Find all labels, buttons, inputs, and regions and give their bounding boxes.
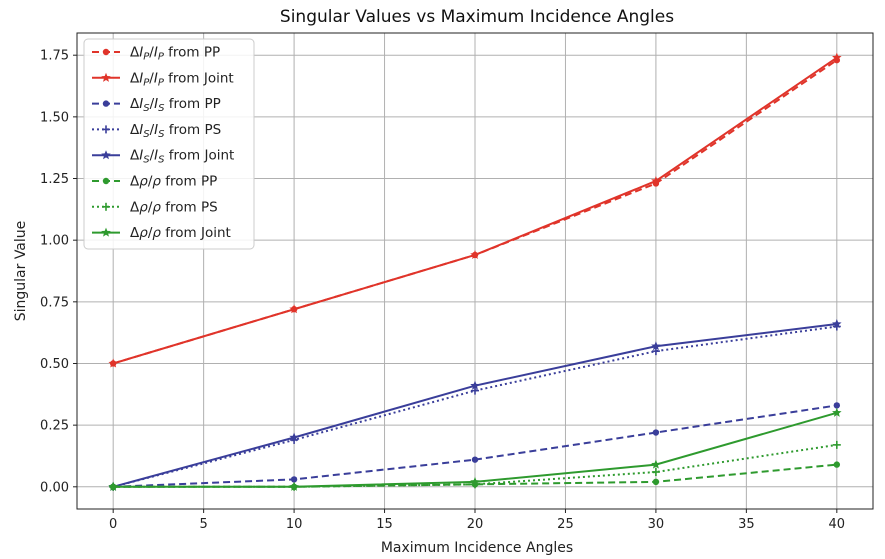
y-tick-label: 0.75 xyxy=(40,295,69,310)
data-point xyxy=(289,432,299,442)
legend-entry: ΔIS/IS from Joint xyxy=(92,148,234,166)
grid-lines xyxy=(77,33,873,509)
data-point xyxy=(833,402,841,409)
data-point xyxy=(471,456,479,463)
data-point xyxy=(289,304,299,314)
chart-title: Singular Values vs Maximum Incidence Ang… xyxy=(280,7,674,27)
legend-entry: ΔIS/IS from PP xyxy=(92,96,221,114)
y-axis-ticks: 0.00 0.25 0.50 0.75 1.00 1.25 1.50 1.75 xyxy=(40,49,77,495)
series-layer xyxy=(108,52,842,491)
x-tick-label: 30 xyxy=(648,517,665,532)
legend-label: ΔIP/IP from PP xyxy=(130,45,220,63)
y-tick-label: 1.25 xyxy=(40,172,69,187)
legend-label: ΔIS/IS from Joint xyxy=(130,148,234,166)
data-point xyxy=(651,341,661,351)
data-point xyxy=(832,440,841,449)
series-line xyxy=(112,325,837,488)
legend-label: ΔIP/IP from Joint xyxy=(130,70,234,88)
legend-marker xyxy=(102,125,110,134)
data-point xyxy=(652,429,660,436)
legend-entry: ΔIP/IP from PP xyxy=(92,45,220,63)
x-tick-label: 40 xyxy=(829,517,846,532)
x-tick-label: 0 xyxy=(109,517,117,532)
legend-marker xyxy=(101,150,111,160)
data-point xyxy=(290,476,298,483)
y-tick-label: 0.50 xyxy=(40,357,69,372)
x-tick-label: 20 xyxy=(467,517,484,532)
y-tick-label: 1.00 xyxy=(40,234,69,249)
data-point xyxy=(651,347,660,356)
x-tick-label: 5 xyxy=(199,517,207,532)
data-point xyxy=(651,175,661,186)
y-tick-label: 1.50 xyxy=(40,110,69,125)
legend-entry: ΔIP/IP from Joint xyxy=(92,70,234,88)
legend: ΔIP/IP from PP ΔIP/IP from Joint ΔIS/IS fr… xyxy=(83,38,255,250)
legend-marker xyxy=(102,48,110,56)
legend-label: ΔIS/IS from PS xyxy=(130,122,221,140)
series-8 xyxy=(108,407,842,491)
data-point xyxy=(471,386,479,395)
legend-marker xyxy=(101,227,111,237)
data-point xyxy=(652,478,660,486)
x-tick-label: 10 xyxy=(286,517,303,532)
legend-marker xyxy=(101,72,111,82)
data-point xyxy=(470,380,480,390)
data-point xyxy=(108,481,118,491)
legend-box xyxy=(83,38,255,250)
y-tick-label: 1.75 xyxy=(40,49,69,64)
legend-label: Δρ/ρ from Joint xyxy=(130,225,231,241)
series-2 xyxy=(108,52,842,368)
legend-label: Δρ/ρ from PS xyxy=(130,199,218,215)
y-tick-label: 0.25 xyxy=(40,419,69,434)
legend-entry: Δρ/ρ from PP xyxy=(92,174,217,190)
x-tick-label: 35 xyxy=(738,517,755,532)
legend-marker xyxy=(102,177,110,185)
data-point xyxy=(289,481,299,491)
data-point xyxy=(470,249,480,260)
data-point xyxy=(470,476,480,486)
x-axis-label: Maximum Incidence Angles xyxy=(381,540,573,556)
data-point xyxy=(651,468,660,477)
x-tick-label: 25 xyxy=(557,517,574,532)
data-point xyxy=(832,52,842,62)
data-point xyxy=(108,358,118,368)
legend-entry: ΔIS/IS from PS xyxy=(92,122,221,140)
legend-label: Δρ/ρ from PP xyxy=(130,174,217,190)
legend-marker xyxy=(102,202,110,211)
legend-entry: Δρ/ρ from Joint xyxy=(92,225,231,241)
legend-label: ΔIS/IS from PP xyxy=(130,96,221,114)
x-axis-ticks: 0 5 10 15 20 25 30 35 40 xyxy=(109,509,845,532)
x-tick-label: 15 xyxy=(376,517,393,532)
y-axis-label: Singular Value xyxy=(13,221,29,322)
y-tick-label: 0.00 xyxy=(40,480,69,495)
legend-entry: Δρ/ρ from PS xyxy=(92,199,218,215)
data-point xyxy=(651,459,661,469)
data-point xyxy=(833,461,841,468)
data-point xyxy=(832,319,842,329)
data-point xyxy=(832,407,842,417)
legend-marker xyxy=(102,100,110,107)
